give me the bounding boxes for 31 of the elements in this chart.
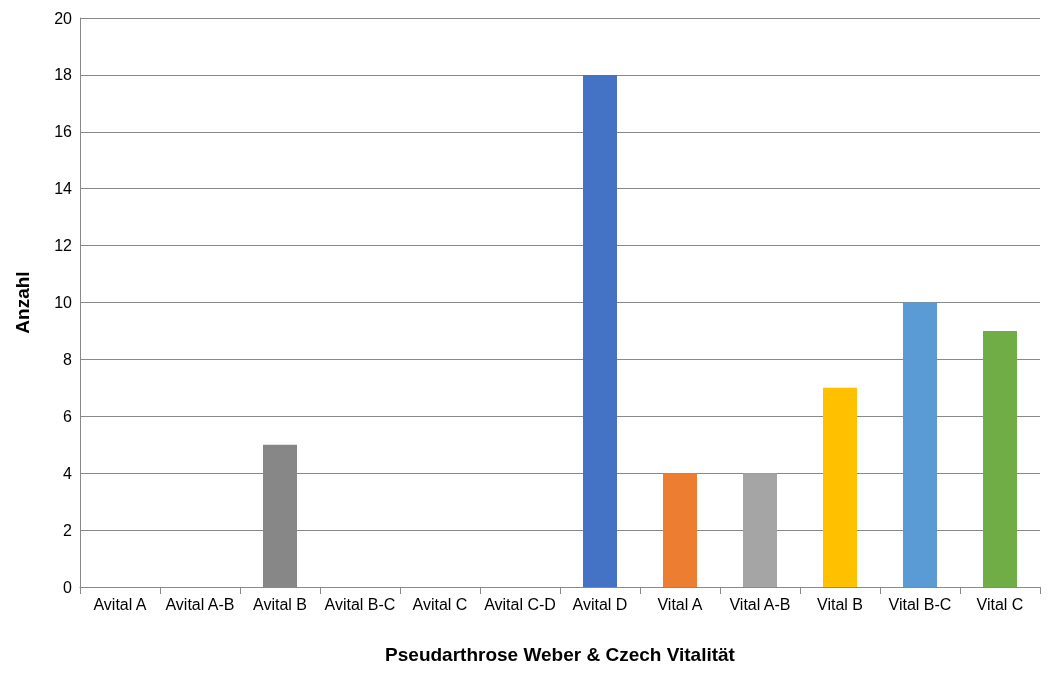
y-tick-label: 10: [54, 294, 73, 311]
x-tick-label: Vital A-B: [729, 596, 791, 613]
y-tick-label: 4: [63, 464, 73, 482]
bar: [583, 74, 617, 587]
x-tick-label: Avital C-D: [484, 596, 556, 613]
bar: [663, 473, 697, 587]
y-axis-title: Anzahl: [12, 271, 33, 334]
x-tick-label: Vital B-C: [888, 596, 952, 613]
bar: [903, 302, 937, 587]
y-tick-label: 8: [63, 350, 73, 368]
y-tick-label: 18: [54, 66, 73, 84]
x-tick-label: Vital B: [817, 596, 863, 613]
x-tick-label: Avital D: [572, 596, 628, 613]
x-tick-label: Avital A-B: [165, 596, 235, 613]
x-tick-label: Avital B-C: [324, 596, 396, 613]
y-tick-label: 0: [63, 578, 73, 596]
bar: [743, 473, 777, 587]
bar: [983, 330, 1017, 587]
y-tick-label: 16: [54, 123, 73, 141]
x-tick-label: Avital B: [253, 596, 307, 613]
x-tick-label: Avital A: [93, 596, 147, 613]
y-tick-label: 12: [54, 237, 73, 255]
y-tick-label: 14: [54, 180, 73, 198]
x-tick-label: Avital C: [412, 596, 468, 613]
y-tick-label: 20: [54, 9, 73, 27]
x-tick-label: Vital C: [976, 596, 1024, 613]
y-tick-label: 2: [63, 521, 73, 539]
y-tick-label: 6: [63, 407, 73, 425]
bar: [823, 387, 857, 587]
x-axis-title: Pseudarthrose Weber & Czech Vitalität: [385, 644, 736, 665]
x-tick-label: Vital A: [657, 596, 703, 613]
